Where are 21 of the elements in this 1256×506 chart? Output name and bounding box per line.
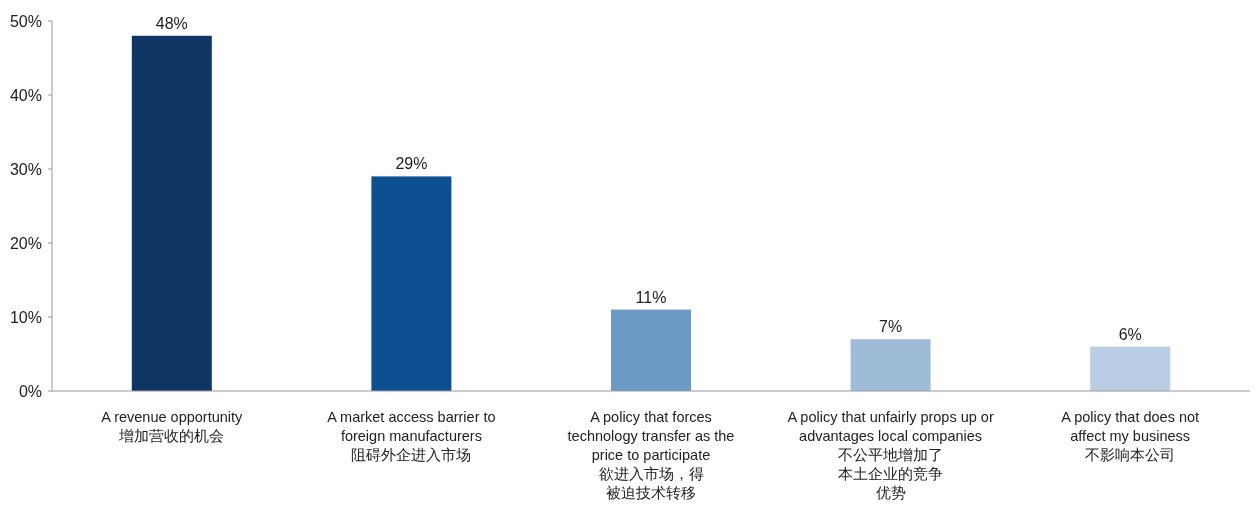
x-tick-label: A policy that does not affect my business 不影响本公司: [1061, 409, 1200, 463]
data-label: 11%: [635, 288, 667, 306]
x-tick-label: A policy that forces technology transfer as the price to participate 欲进入市场，得被迫技术转移: [567, 409, 735, 501]
data-label: 29%: [395, 155, 428, 173]
bar: [371, 176, 452, 391]
y-tick-label: 30%: [9, 161, 42, 178]
y-tick-label: 10%: [9, 309, 42, 326]
x-tick-label: A market access barrier to foreign manufacturers 阻碍外企进入市场: [327, 409, 496, 463]
x-tick-label: A revenue opportunity 增加营收的机会: [101, 409, 244, 444]
data-label: 6%: [1118, 325, 1142, 343]
bar: [611, 309, 691, 391]
data-label: 7%: [879, 318, 903, 336]
x-tick-label: A policy that unfairly props up or advantages local companies 不公平地增加了本土企业的竞争优势: [787, 409, 994, 501]
y-tick-label: 0%: [18, 383, 42, 400]
bar: [850, 339, 931, 391]
y-tick-label: 20%: [9, 235, 42, 252]
bar: [131, 35, 212, 391]
y-tick-label: 50%: [9, 13, 42, 30]
data-label: 48%: [155, 14, 188, 32]
y-tick-label: 40%: [9, 87, 42, 104]
bar: [1090, 346, 1171, 391]
